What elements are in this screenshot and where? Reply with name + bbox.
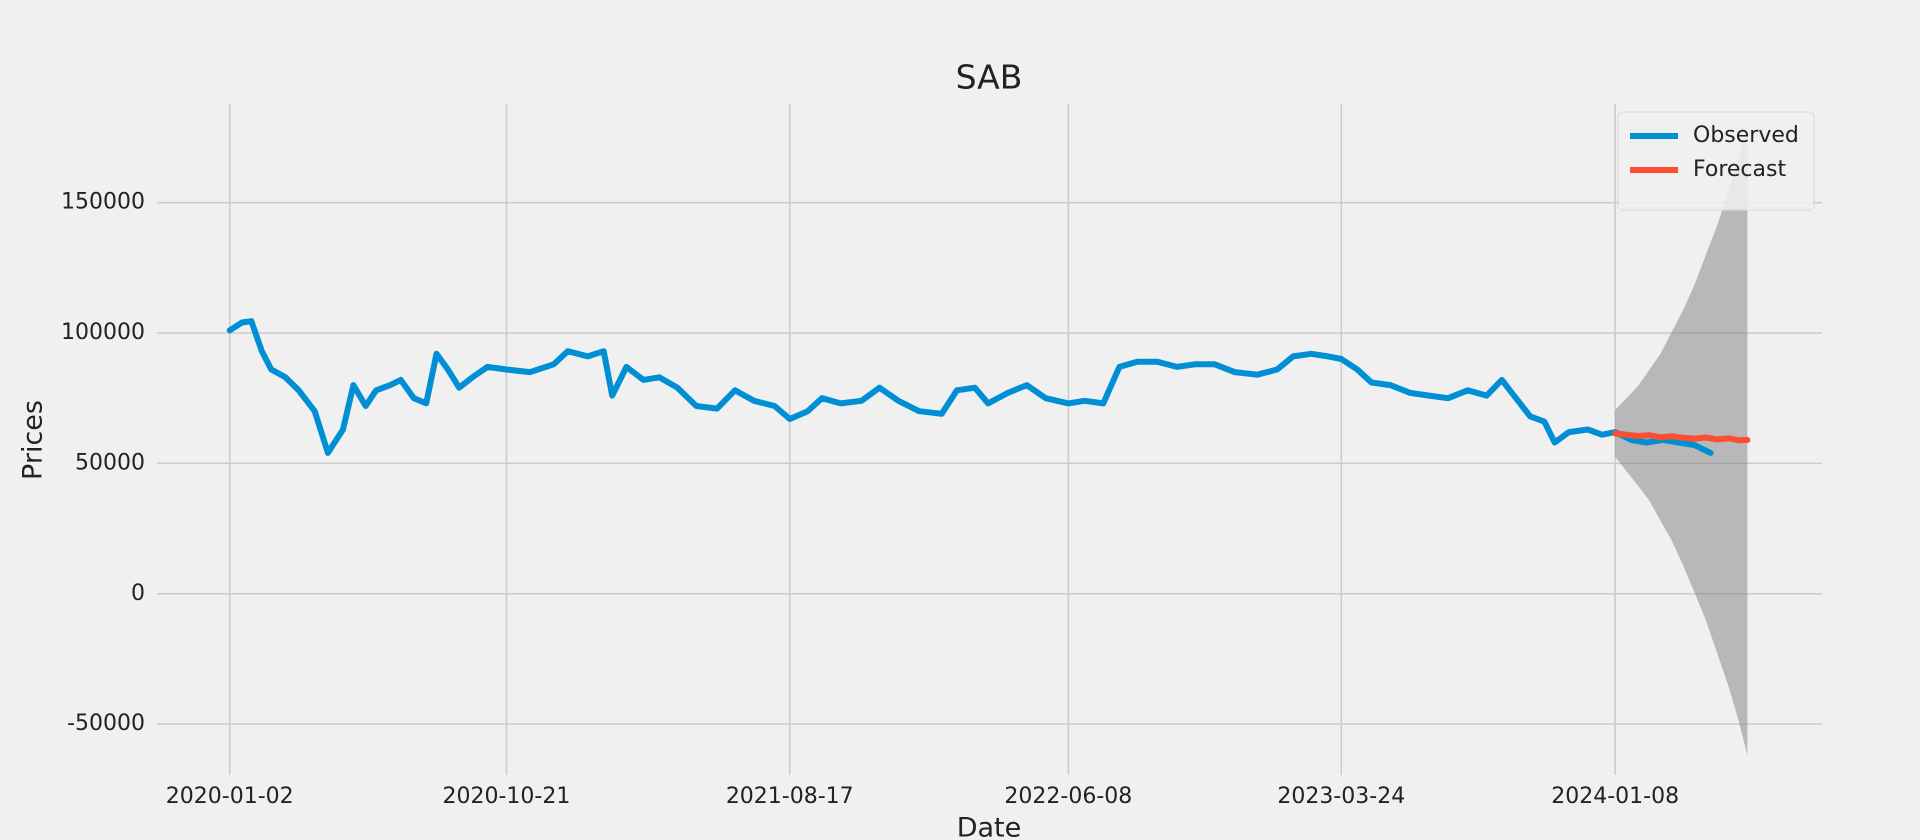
x-tick-label: 2022-06-08 [1004, 784, 1132, 809]
legend-label: Forecast [1693, 157, 1786, 182]
x-tick-label: 2023-03-24 [1277, 784, 1405, 809]
y-tick-label: 50000 [75, 450, 145, 475]
x-tick-label: 2020-10-21 [443, 784, 571, 809]
legend: Observed Forecast [1617, 111, 1815, 211]
series-line [226, 318, 1714, 456]
y-tick-label: 0 [131, 581, 145, 606]
y-tick-label: 100000 [61, 320, 145, 345]
x-axis-label: Date [957, 813, 1022, 840]
chart-title: SAB [956, 58, 1023, 97]
grid: -50000 0 50000 100000 150000 2020-01-02 2020-1… [61, 104, 1822, 809]
series-line [1612, 430, 1751, 444]
x-tick-label: 2021-08-17 [726, 784, 854, 809]
legend-label: Observed [1693, 123, 1799, 148]
y-tick-label: -50000 [67, 711, 145, 736]
y-tick-label: 150000 [61, 190, 145, 215]
x-tick-label: 2024-01-08 [1551, 784, 1679, 809]
y-axis-label: Prices [18, 400, 49, 480]
x-tick-label: 2020-01-02 [166, 784, 294, 809]
plot-area [226, 124, 1751, 756]
